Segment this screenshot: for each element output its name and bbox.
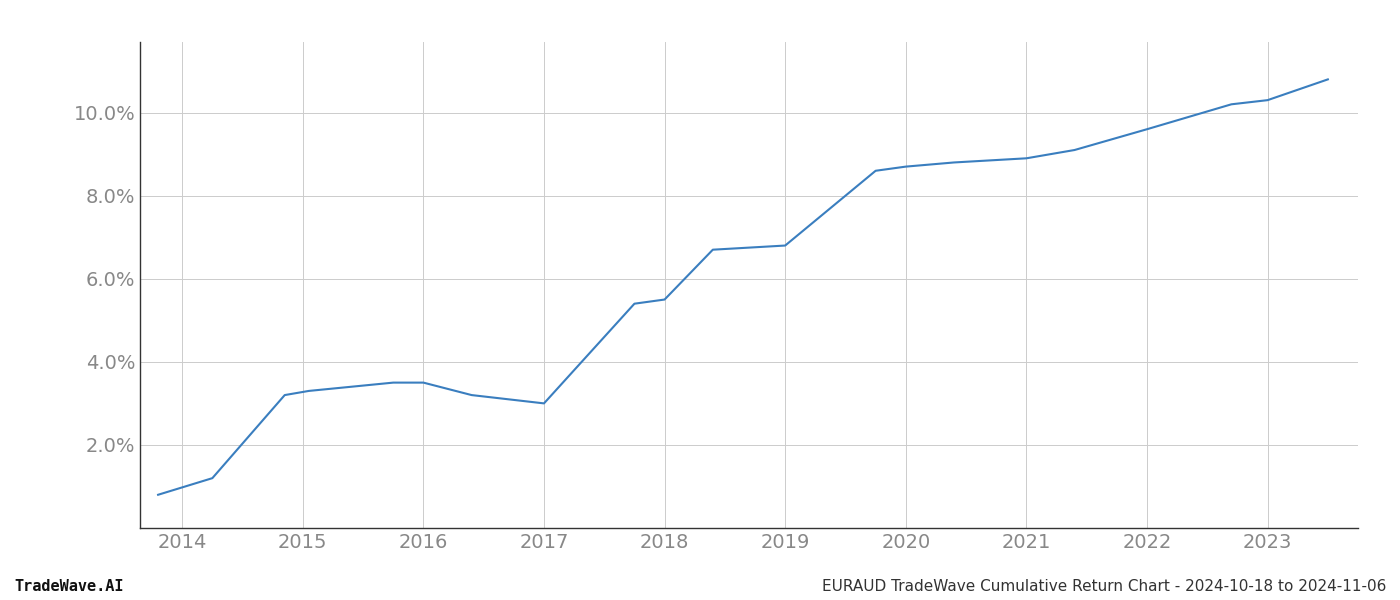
Text: TradeWave.AI: TradeWave.AI [14, 579, 123, 594]
Text: EURAUD TradeWave Cumulative Return Chart - 2024-10-18 to 2024-11-06: EURAUD TradeWave Cumulative Return Chart… [822, 579, 1386, 594]
